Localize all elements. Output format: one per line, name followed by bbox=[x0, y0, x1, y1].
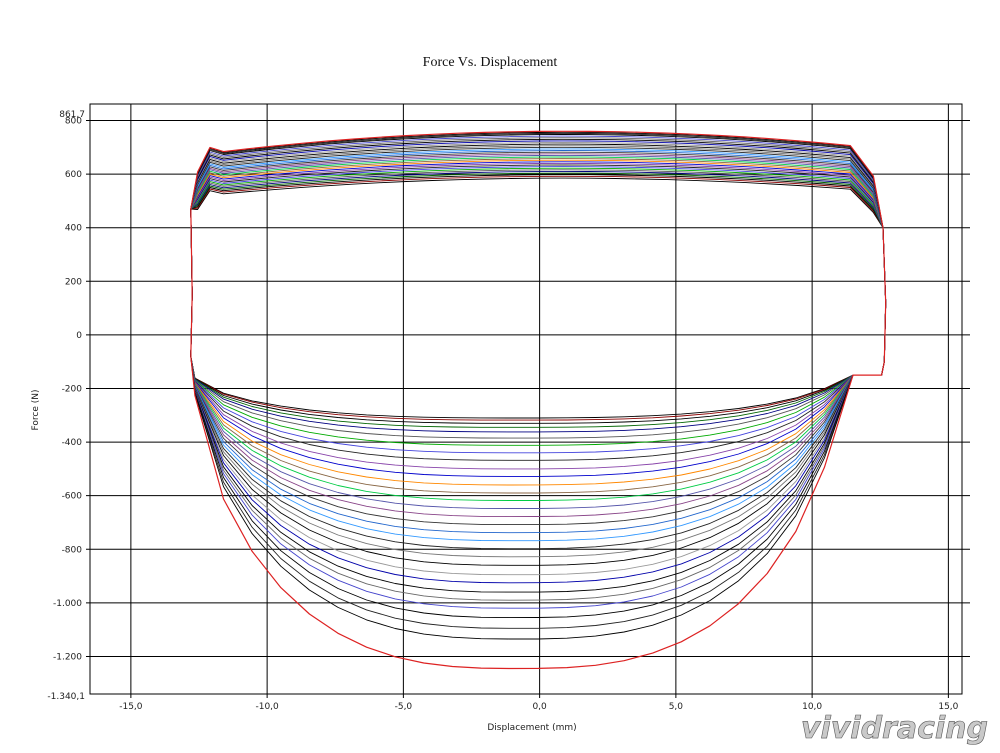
x-tick-label: -15,0 bbox=[119, 702, 143, 712]
series-line bbox=[190, 158, 887, 494]
y-tick-label: 600 bbox=[65, 170, 82, 180]
series-line bbox=[190, 135, 887, 609]
x-tick-label: 5,0 bbox=[669, 702, 684, 712]
watermark-text: vividracing bbox=[801, 711, 988, 746]
series-line bbox=[190, 175, 887, 421]
y-tick-label: -1.000 bbox=[53, 599, 82, 609]
series-line bbox=[190, 164, 887, 461]
x-tick-label: -10,0 bbox=[255, 702, 279, 712]
chart-title: Force Vs. Displacement bbox=[422, 55, 558, 70]
series-group bbox=[190, 130, 887, 670]
series-line bbox=[190, 146, 887, 550]
series-line bbox=[190, 131, 887, 640]
series-line bbox=[190, 137, 887, 601]
y-tick-label: 400 bbox=[65, 224, 82, 234]
y-tick-label: -200 bbox=[62, 384, 83, 394]
x-tick-label: 15,0 bbox=[938, 702, 958, 712]
series-line bbox=[190, 169, 887, 439]
y-tick-label: -800 bbox=[62, 545, 83, 555]
series-line bbox=[190, 167, 887, 446]
series-line bbox=[190, 177, 887, 419]
x-tick-label: 0,0 bbox=[532, 702, 547, 712]
tick-labels: -15,0 -10,0 -5,0 0,0 5,0 10,0 15,0 800 600 400 200… bbox=[53, 117, 959, 712]
y-tick-label: 200 bbox=[65, 277, 82, 287]
y-max-label: 861,7 bbox=[59, 110, 85, 120]
series-line bbox=[190, 145, 887, 558]
y-tick-label: -1.200 bbox=[53, 652, 82, 662]
x-tick-label: -5,0 bbox=[395, 702, 413, 712]
vividracing-logo: vividracing bbox=[801, 711, 989, 747]
series-line bbox=[190, 148, 887, 542]
plot-frame bbox=[89, 103, 963, 695]
x-axis-label: Displacement (mm) bbox=[487, 723, 576, 733]
series-line bbox=[190, 156, 887, 501]
series-line bbox=[190, 134, 887, 619]
y-axis-label: Force (N) bbox=[31, 390, 41, 431]
x-tick-label: 10,0 bbox=[802, 702, 822, 712]
y-tick-label: 800 bbox=[65, 117, 82, 127]
y-tick-label: -400 bbox=[62, 438, 83, 448]
series-line bbox=[190, 154, 887, 509]
series-line bbox=[190, 174, 887, 424]
series-line bbox=[190, 170, 887, 433]
series-line bbox=[190, 130, 887, 670]
series-line bbox=[190, 172, 887, 428]
y-tick-label: -600 bbox=[62, 492, 83, 502]
series-line bbox=[190, 142, 887, 576]
y-min-label: -1.340,1 bbox=[47, 692, 85, 702]
y-tick-label: 0 bbox=[76, 331, 82, 341]
